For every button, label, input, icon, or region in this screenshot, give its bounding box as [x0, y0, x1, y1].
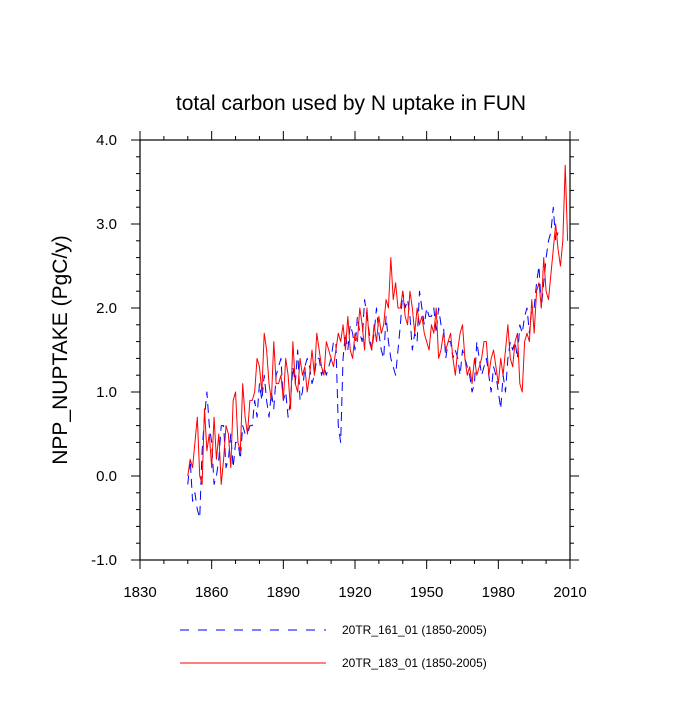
legend: 20TR_161_01 (1850-2005) 20TR_183_01 (185…	[180, 623, 487, 670]
y-tick-label: -1.0	[91, 552, 117, 569]
x-tick-label: 1890	[267, 584, 300, 601]
series-20tr-161-line	[187, 206, 559, 519]
x-tick-label: 1920	[338, 584, 371, 601]
y-tick-label: 0.0	[96, 468, 117, 485]
x-tick-label: 2010	[553, 584, 586, 601]
x-tick-labels: 1830 1860 1890 1920 1950 1980 2010	[123, 584, 586, 601]
y-tick-labels: -1.0 0.0 1.0 2.0 3.0 4.0	[91, 132, 117, 569]
chart-title: total carbon used by N uptake in FUN	[176, 92, 526, 115]
x-tick-label: 1830	[123, 584, 156, 601]
x-tick-label: 1980	[482, 584, 515, 601]
legend-label-series-2: 20TR_183_01 (1850-2005)	[342, 656, 487, 670]
y-tick-label: 2.0	[96, 300, 117, 317]
x-tick-label: 1860	[195, 584, 228, 601]
series-20tr-183-line	[187, 164, 569, 485]
y-tick-label: 1.0	[96, 384, 117, 401]
tick-marks	[131, 131, 579, 569]
series-layer	[187, 164, 569, 519]
y-axis-label: NPP_NUPTAKE (PgC/y)	[49, 235, 72, 465]
y-tick-label: 4.0	[96, 132, 117, 149]
y-tick-label: 3.0	[96, 216, 117, 233]
x-tick-label: 1950	[410, 584, 443, 601]
legend-label-series-1: 20TR_161_01 (1850-2005)	[342, 623, 487, 637]
